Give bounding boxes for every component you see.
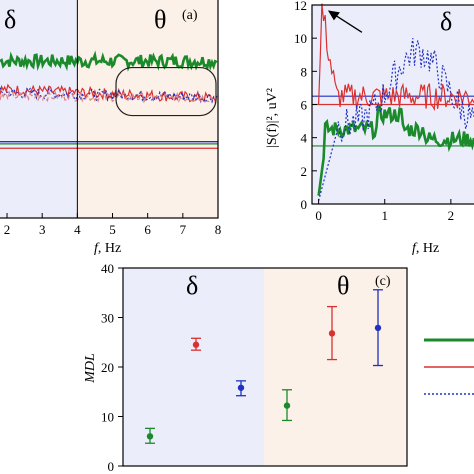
panel-c-delta-label: δ: [186, 271, 198, 300]
panel-b-peak-arrow: [333, 13, 363, 33]
panel-c-ytick-label-4: 40: [101, 261, 114, 276]
panel-c-ytick-label-1: 10: [101, 410, 114, 425]
panel-a-highlight-box: [115, 66, 217, 117]
panel-a-series-3: [0, 90, 218, 104]
panel-c-point-5: [374, 324, 382, 332]
panel-b-xtick-label-1: 1: [381, 208, 388, 223]
panel-c-point-4: [328, 330, 336, 337]
panel-b-delta-label: δ: [440, 7, 452, 36]
panel-b-xtick-label-0: 0: [315, 208, 322, 223]
panel-c-point-1: [192, 341, 200, 348]
panel-c-ytick-label-2: 20: [101, 360, 114, 375]
panel-a-frame: [0, 0, 219, 219]
panel-c-ytick-label-3: 30: [101, 311, 114, 326]
panel-b-ylabel: |S(f)|², uV²: [265, 88, 280, 148]
panel-c-ylabel: MDL: [83, 353, 98, 384]
panel-a-xtick-label-4: 6: [144, 222, 151, 237]
panel-b-xlabel: f, Hz: [412, 241, 439, 256]
panel-b-ytick-label-6: 12: [294, 0, 307, 13]
panel-c-point-0: [146, 433, 154, 440]
panel-b-arrowhead: [327, 10, 340, 21]
panel-a-series-1: [0, 83, 218, 105]
panel-b-series-1: [318, 3, 474, 112]
panel-c-theta-band: [264, 268, 407, 466]
panel-a-xtick-label-2: 4: [74, 222, 81, 237]
panel-c-point-2: [237, 384, 245, 391]
panel-a-xtick-label-6: 8: [215, 222, 222, 237]
panel-a-xtick-label-3: 5: [109, 222, 116, 237]
panel-b-ytick-label-1: 2: [301, 164, 308, 179]
panel-b-xtick-label-2: 2: [448, 208, 455, 223]
panel-a-xtick-label-0: 2: [4, 222, 11, 237]
panel-b-ytick-label-4: 8: [301, 64, 308, 79]
panel-b-series-2: [318, 38, 474, 201]
panel-a-series-2: [0, 87, 218, 104]
panel-a-theta-band: [77, 0, 219, 218]
panel-b-ytick-label-0: 0: [301, 197, 308, 212]
panel-a-series-0: [0, 50, 218, 72]
panel-a-xtick-label-5: 7: [180, 222, 187, 237]
panel-a: 2 3 4 5 6 7 8 δ θ (a) f, Hz: [0, 0, 221, 256]
panel-c-delta-band: [123, 268, 264, 466]
panel-a-panel-label: (a): [182, 8, 198, 23]
panel-a-delta-label: δ: [4, 5, 16, 34]
panel-b-ytick-label-5: 10: [294, 31, 307, 46]
panel-b-ytick-label-2: 4: [301, 131, 308, 146]
panel-a-theta-label: θ: [154, 5, 166, 34]
panel-a-xtick-label-1: 3: [39, 222, 46, 237]
panel-b-series-0: [317, 105, 474, 196]
panel-c-panel-label: (c): [375, 274, 391, 289]
panel-c-theta-label: θ: [337, 271, 349, 300]
panel-a-delta-band: [0, 0, 78, 218]
panel-b-ytick-label-3: 6: [301, 98, 308, 113]
panel-c-ytick-label-0: 0: [108, 459, 115, 474]
panel-c: 0 10 20 30 40 δ θ (c) MDL: [83, 261, 474, 474]
panel-c-point-3: [283, 402, 291, 409]
panel-a-xlabel: f, Hz: [94, 241, 121, 256]
